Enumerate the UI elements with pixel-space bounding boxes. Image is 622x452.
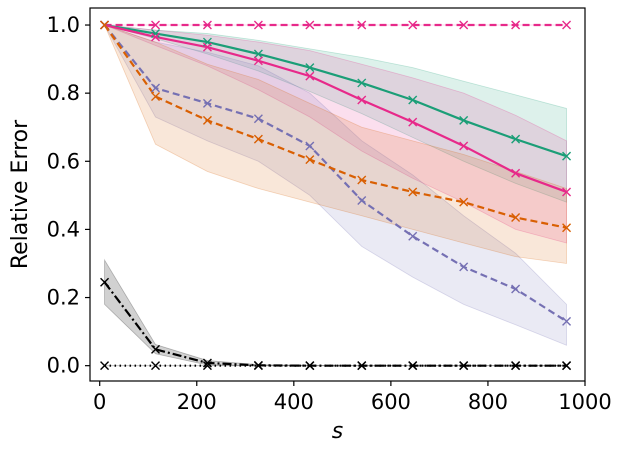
marker-pink-solid-4 [305, 71, 315, 81]
marker-pink-solid-3 [253, 56, 263, 66]
marker-orange-dashed-0 [100, 20, 110, 30]
marker-black-dotted-2 [202, 361, 212, 371]
marker-purple-dashed-4 [305, 141, 315, 151]
line-pink-solid [104, 23, 567, 193]
marker-black-dotted-4 [305, 361, 315, 371]
marker-magenta-dashed-4 [305, 20, 315, 30]
marker-pink-solid-1 [151, 32, 161, 42]
series-lines [103, 23, 568, 367]
marker-green-solid-7 [459, 115, 469, 125]
x-axis-ticks: 0 200 400 600 800 1000 [93, 381, 612, 414]
marker-black-dotted-7 [459, 361, 469, 371]
marker-magenta-dashed-1 [151, 20, 161, 30]
marker-magenta-dashed-5 [357, 20, 367, 30]
marker-purple-dashed-8 [511, 284, 521, 294]
marker-orange-dashed-6 [408, 187, 418, 197]
x-axis-title: s [332, 419, 343, 444]
y-tick-label-2: 0.4 [47, 217, 80, 241]
y-axis-ticks: 0.0 0.2 0.4 0.6 0.8 1.0 [47, 13, 90, 378]
marker-purple-dashed-3 [253, 114, 263, 124]
marker-black-dashdot-2 [202, 358, 212, 368]
marker-purple-dashed-7 [459, 262, 469, 272]
marker-orange-dashed-8 [511, 212, 521, 222]
marker-pink-solid-7 [459, 141, 469, 151]
marker-green-solid-5 [357, 78, 367, 88]
y-axis-title: Relative Error [8, 119, 33, 269]
marker-purple-dashed-1 [151, 83, 161, 93]
y-tick-label-3: 0.6 [47, 149, 80, 173]
marker-black-dashdot-1 [151, 344, 161, 354]
marker-black-dotted-3 [253, 361, 263, 371]
marker-pink-solid-9 [562, 187, 572, 197]
marker-green-solid-3 [253, 49, 263, 59]
marker-black-dashdot-0 [100, 277, 110, 287]
marker-black-dotted-8 [511, 361, 521, 371]
x-tick-label-200: 200 [177, 390, 217, 414]
marker-black-dotted-9 [562, 361, 572, 371]
marker-black-dotted-6 [408, 361, 418, 371]
marker-pink-solid-2 [202, 42, 212, 52]
line-green-solid [104, 23, 567, 158]
marker-purple-dashed-6 [408, 231, 418, 241]
y-tick-label-5: 1.0 [47, 13, 80, 37]
marker-purple-dashed-5 [357, 195, 367, 205]
marker-orange-dashed-9 [562, 223, 572, 233]
marker-black-dotted-0 [100, 361, 110, 371]
y-tick-label-0: 0.0 [47, 354, 80, 378]
marker-magenta-dashed-3 [253, 20, 263, 30]
band-purple-dashed [103, 24, 567, 346]
y-tick-label-1: 0.2 [47, 286, 80, 310]
marker-black-dotted-1 [151, 361, 161, 371]
marker-orange-dashed-4 [305, 155, 315, 165]
x-tick-label-400: 400 [274, 390, 314, 414]
marker-green-solid-8 [511, 134, 521, 144]
y-tick-label-4: 0.8 [47, 81, 80, 105]
x-tick-label-0: 0 [93, 390, 106, 414]
band-orange-dashed [103, 24, 567, 264]
x-tick-label-1000: 1000 [558, 390, 611, 414]
marker-pink-solid-8 [511, 168, 521, 178]
marker-green-solid-1 [151, 29, 161, 39]
marker-purple-dashed-2 [202, 98, 212, 108]
plot-frame [89, 7, 586, 382]
marker-magenta-dashed-9 [562, 20, 572, 30]
marker-purple-dashed-9 [562, 316, 572, 326]
marker-pink-solid-6 [408, 117, 418, 127]
marker-magenta-dashed-6 [408, 20, 418, 30]
marker-magenta-dashed-8 [511, 20, 521, 30]
series-markers [100, 20, 572, 371]
marker-orange-dashed-1 [151, 92, 161, 102]
marker-green-solid-6 [408, 95, 418, 105]
marker-pink-solid-5 [357, 95, 367, 105]
marker-orange-dashed-5 [357, 175, 367, 185]
x-tick-label-600: 600 [371, 390, 411, 414]
line-orange-dashed [103, 24, 567, 229]
marker-magenta-dashed-2 [202, 20, 212, 30]
marker-green-solid-4 [305, 63, 315, 73]
marker-green-solid-9 [562, 151, 572, 161]
marker-orange-dashed-3 [253, 134, 263, 144]
marker-black-dotted-5 [357, 361, 367, 371]
marker-orange-dashed-7 [459, 197, 469, 207]
marker-orange-dashed-2 [202, 115, 212, 125]
marker-magenta-dashed-7 [459, 20, 469, 30]
x-tick-label-800: 800 [468, 390, 508, 414]
